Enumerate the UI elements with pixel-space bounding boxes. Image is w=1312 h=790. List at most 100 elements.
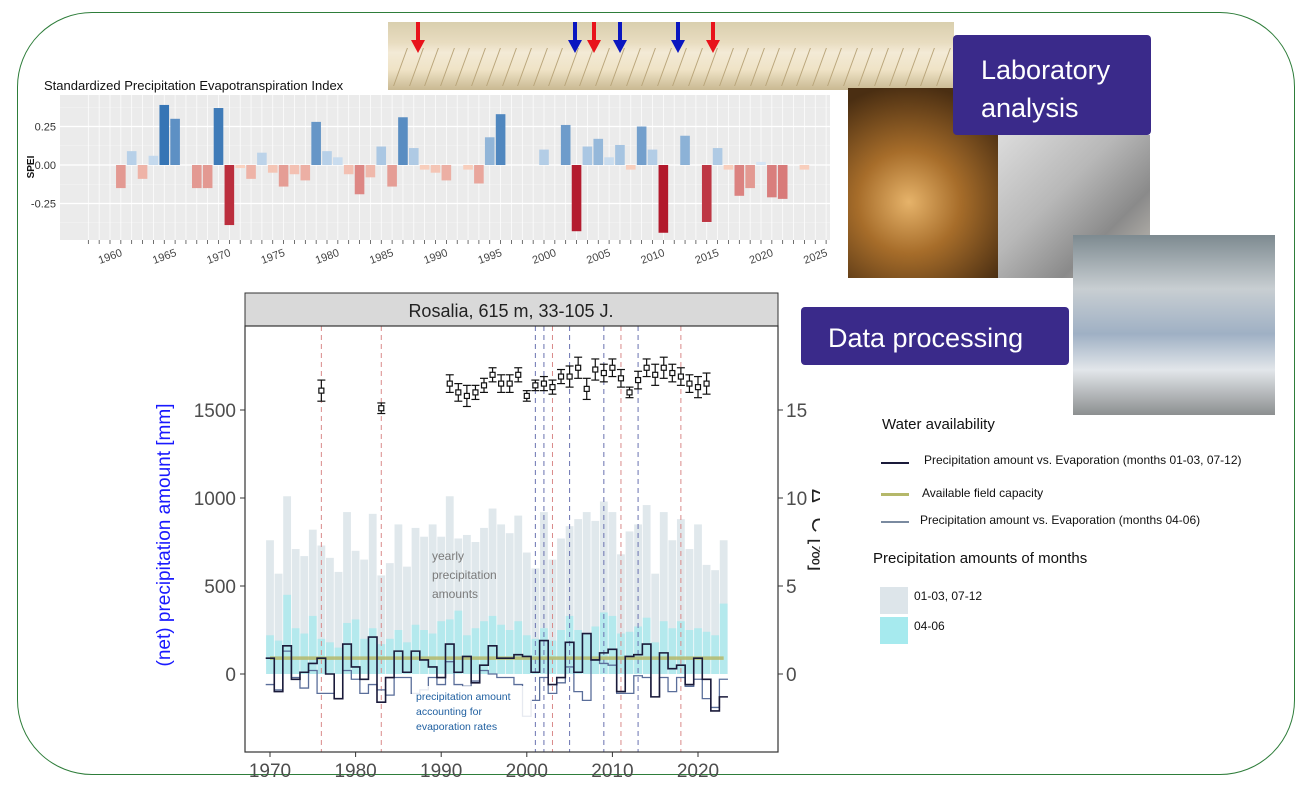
x-tick-label: 1975	[260, 247, 287, 267]
yearly-precip-bar	[651, 573, 660, 674]
spei-bar	[137, 165, 148, 179]
x-tick-label: 2005	[585, 247, 612, 267]
spring-precip-bar	[557, 630, 565, 674]
x-tick-label: 2015	[694, 247, 721, 267]
spring-precip-bar	[308, 615, 317, 674]
d13c-point	[686, 380, 693, 387]
yearly-precip-bar	[668, 540, 677, 674]
tree-ring	[718, 48, 734, 86]
spei-bar	[376, 146, 387, 165]
yearly-precip-bar	[694, 524, 702, 674]
tree-ring	[625, 48, 641, 86]
spring-precip-bar	[351, 619, 360, 674]
spring-precip-bar	[711, 635, 720, 674]
x-tick-label: 1970	[249, 761, 291, 780]
yearly-precip-bar	[711, 570, 720, 674]
spei-bar	[419, 165, 430, 170]
d13c-point	[660, 364, 667, 371]
tree-ring	[455, 48, 470, 86]
spring-precip-bar	[591, 626, 600, 674]
yearly-precip-bar	[291, 549, 300, 674]
yearly-precip-bar	[702, 564, 711, 674]
y-tick-label: 1000	[194, 489, 236, 510]
yearly-precip-bar	[343, 512, 351, 674]
tree-ring	[811, 48, 827, 86]
yearly-precip-annotation: precipitation	[432, 568, 497, 582]
spring-precip-bar	[676, 621, 685, 674]
rounded-frame	[17, 12, 1295, 775]
d13c-point	[669, 369, 676, 377]
legend-swatch-label: 01-03, 07-12	[914, 589, 983, 603]
x-tick-label: 1980	[334, 761, 376, 780]
yearly-precip-bar	[659, 512, 668, 674]
spei-bar	[257, 152, 267, 165]
spei-bar	[430, 165, 441, 173]
d13c-point	[592, 366, 599, 373]
tree-ring	[610, 48, 625, 86]
spei-bar	[560, 124, 571, 165]
x-tick-label: 2000	[531, 247, 558, 267]
yearly-precip-bar	[300, 556, 309, 674]
yearly-precip-bar	[505, 533, 514, 674]
spei-bar	[235, 165, 245, 169]
spring-precip-bar	[625, 631, 634, 674]
yearly-precip-bar	[462, 534, 471, 674]
tree-core-photo	[388, 22, 954, 90]
legend-swatch	[880, 617, 908, 644]
d13c-point	[643, 364, 650, 371]
d13c-point	[609, 364, 616, 371]
yearly-precip-bar	[394, 524, 403, 674]
y2-label-part: C [‰]	[807, 517, 820, 571]
yearly-precip-bar	[326, 557, 334, 674]
spring-precip-bar	[694, 628, 702, 674]
tree-ring	[532, 48, 548, 86]
legend-water-title: Water availability	[882, 416, 995, 433]
tree-ring	[486, 48, 501, 86]
x-tick-label: 2025	[802, 247, 829, 267]
yearly-precip-annotation: yearly	[432, 549, 464, 563]
spei-bar	[354, 165, 365, 195]
yearly-precip-bar	[428, 524, 437, 674]
spring-precip-bar	[659, 621, 668, 674]
spring-precip-bar	[497, 624, 506, 674]
d13c-point	[523, 392, 530, 400]
spei-bar	[148, 155, 159, 165]
spei-bar	[604, 157, 614, 165]
spei-bar	[398, 117, 408, 165]
d13c-point	[617, 375, 625, 382]
spei-bar	[278, 165, 289, 187]
spring-precip-bar	[360, 638, 369, 674]
spei-bar	[767, 165, 777, 198]
spring-precip-bar	[300, 633, 309, 674]
yearly-precip-bar	[274, 573, 283, 674]
d13c-point	[540, 380, 548, 387]
y-tick-label: 1500	[194, 401, 236, 422]
legend-line-swatch	[881, 462, 909, 464]
x-tick-label: 2010	[591, 761, 633, 780]
tree-ring	[439, 48, 455, 86]
spring-precip-bar	[582, 633, 591, 674]
spei-bar	[712, 148, 723, 165]
x-tick-label: 1990	[422, 247, 449, 267]
d13c-point	[652, 371, 659, 378]
d13c-point	[532, 382, 539, 389]
net-precip-01-03-07-12-line	[265, 632, 728, 712]
spei-bar	[333, 157, 343, 165]
yearly-precip-bar	[591, 520, 600, 674]
spei-bar	[474, 165, 484, 184]
y-tick-label: 500	[204, 577, 236, 598]
spring-precip-bar	[368, 628, 377, 674]
tree-ring	[842, 48, 858, 86]
yearly-precip-bar	[540, 512, 548, 674]
spring-precip-bar	[411, 624, 420, 674]
yearly-precip-bar	[266, 540, 274, 674]
spring-precip-bar	[437, 621, 446, 674]
x-tick-label: 1960	[97, 247, 124, 267]
yearly-precip-bar	[642, 505, 651, 674]
y2-tick-label: 15	[786, 401, 807, 422]
legend-item: Precipitation amount vs. Evaporation (mo…	[920, 513, 1201, 527]
spei-bar	[343, 165, 354, 175]
x-tick-label: 1980	[314, 247, 341, 267]
tree-ring	[408, 48, 424, 86]
